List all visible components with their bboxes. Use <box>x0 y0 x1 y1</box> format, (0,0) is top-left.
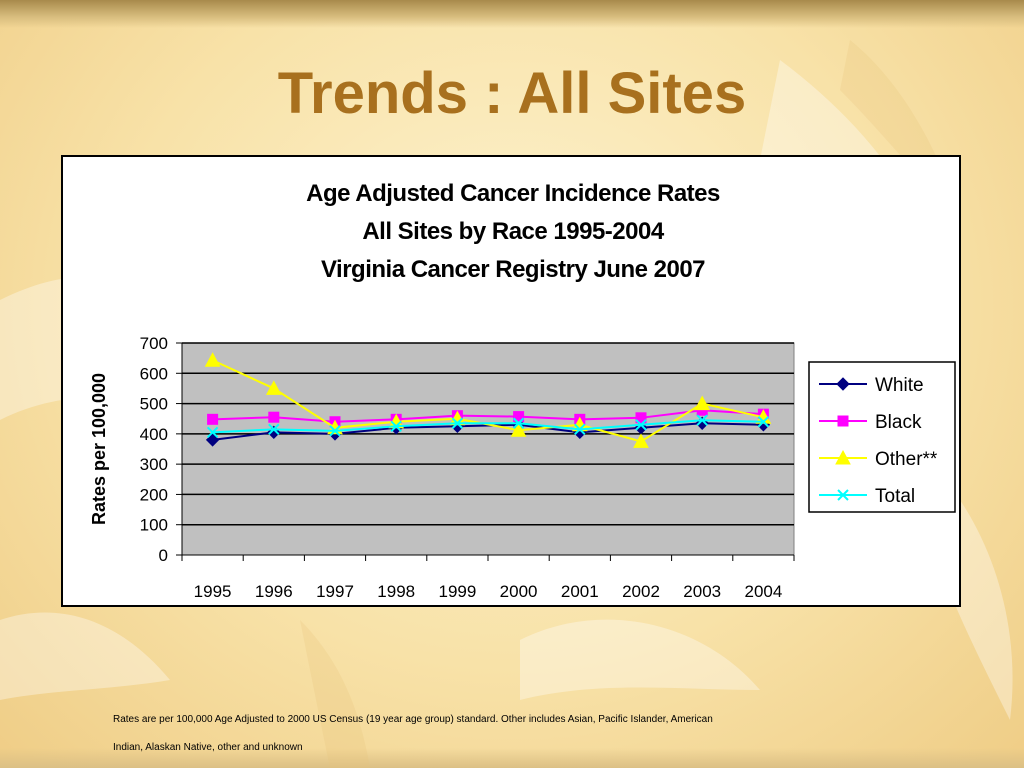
slide-title: Trends : All Sites <box>277 61 747 126</box>
data-point-total <box>512 417 525 429</box>
data-point-total <box>329 425 341 437</box>
legend-label-total: Total <box>875 486 915 507</box>
x-tick-label: 1995 <box>194 582 232 601</box>
x-tick-label: 2003 <box>683 582 721 601</box>
series-line-black <box>212 409 764 423</box>
data-point-total-stroke <box>635 419 647 431</box>
data-point-total <box>757 416 770 428</box>
y-tick-label: 300 <box>140 455 168 474</box>
y-axis-label: Rates per 100,000 <box>89 373 109 525</box>
data-point-total-stroke <box>451 417 464 429</box>
y-tick-label: 700 <box>140 334 168 353</box>
data-point-total-stroke <box>696 414 708 426</box>
data-point-black <box>207 413 219 425</box>
y-tick-label: 100 <box>140 516 168 535</box>
y-tick-label: 200 <box>140 485 168 504</box>
line-chart: 0 100 200 300 400 500 600 700 1995 1996 1997 1998 19… <box>89 334 956 601</box>
chart-title-line-1: Age Adjusted Cancer Incidence Rates <box>306 180 720 207</box>
data-point-other <box>388 413 405 429</box>
legend-marker-total-stroke <box>837 489 849 501</box>
data-point-black <box>268 411 280 423</box>
legend-label-white: White <box>875 375 924 396</box>
footnote-line-2: Indian, Alaskan Native, other and unknow… <box>113 742 303 753</box>
series-line-white <box>212 422 764 441</box>
x-tick-label: 2004 <box>744 582 782 601</box>
data-point-total <box>635 419 647 431</box>
chart-title: Age Adjusted Cancer Incidence Rates All … <box>63 175 963 289</box>
data-point-other <box>204 352 221 367</box>
data-point-total <box>206 426 219 439</box>
plot-area <box>181 342 795 556</box>
legend-marker-total <box>837 489 849 501</box>
data-point-total-stroke <box>329 425 341 437</box>
legend-label-black: Black <box>875 412 922 433</box>
bottom-band <box>0 748 1024 768</box>
series-line-total <box>212 419 764 434</box>
x-tick-label: 1999 <box>438 582 476 601</box>
chart-container: Age Adjusted Cancer Incidence Rates All … <box>61 155 961 607</box>
data-point-white <box>205 433 220 447</box>
data-point-other <box>694 395 711 411</box>
data-point-total-stroke <box>512 417 525 429</box>
legend-marker-black <box>837 415 849 427</box>
data-point-total <box>574 423 586 436</box>
data-point-black <box>635 412 647 424</box>
data-point-total-stroke <box>757 416 770 428</box>
x-tick-label: 2002 <box>622 582 660 601</box>
top-band <box>0 0 1024 28</box>
x-tick-label: 1998 <box>377 582 415 601</box>
footnote-line-1: Rates are per 100,000 Age Adjusted to 20… <box>113 714 713 725</box>
data-point-other <box>265 380 282 395</box>
data-point-total-stroke <box>574 423 586 436</box>
y-tick-label: 500 <box>140 395 168 414</box>
y-tick-label: 400 <box>140 425 168 444</box>
data-point-other <box>510 422 527 437</box>
chart-title-line-3: Virginia Cancer Registry June 2007 <box>320 256 706 283</box>
chart-title-line-2: All Sites by Race 1995-2004 <box>362 218 664 245</box>
legend-marker-white <box>836 377 850 391</box>
data-point-total <box>390 420 402 432</box>
x-tick-label: 2001 <box>561 582 599 601</box>
data-point-other <box>449 410 466 426</box>
legend-marker-other <box>835 449 851 465</box>
legend-label-other: Other** <box>875 449 938 470</box>
y-tick-label: 0 <box>159 546 168 565</box>
data-point-total-stroke <box>206 426 219 439</box>
legend-box <box>808 361 956 513</box>
y-tick-label: 600 <box>140 364 168 383</box>
data-point-total <box>451 417 464 429</box>
data-point-total <box>268 423 280 436</box>
data-point-total-stroke <box>268 423 280 436</box>
data-point-black <box>513 411 525 423</box>
data-point-other <box>755 409 772 424</box>
x-tick-label: 2000 <box>500 582 538 601</box>
x-tick-label: 1996 <box>255 582 293 601</box>
data-point-other <box>571 416 588 432</box>
data-point-total <box>696 414 708 426</box>
data-point-other <box>633 433 649 448</box>
x-tick-label: 1997 <box>316 582 354 601</box>
data-point-total-stroke <box>390 420 402 432</box>
